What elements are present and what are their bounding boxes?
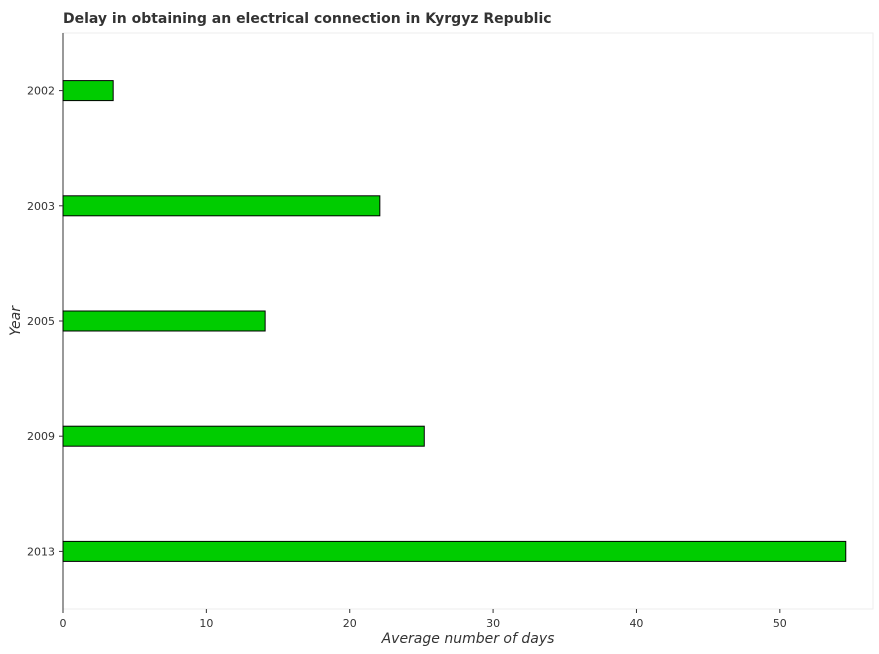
- x-axis-label: Average number of days: [381, 631, 555, 647]
- y-tick-label: 2003: [27, 200, 55, 213]
- x-tick-label: 20: [343, 617, 357, 630]
- y-axis-label: Year: [8, 305, 24, 336]
- x-tick-label: 30: [486, 617, 500, 630]
- bar-2009: [62, 425, 425, 447]
- chart-title: Delay in obtaining an electrical connect…: [63, 11, 552, 27]
- x-tick-label: 50: [773, 617, 787, 630]
- bar-2002: [62, 80, 114, 102]
- y-ticks-layer: 2002 2003 2005 2009 2013: [27, 85, 63, 558]
- bar-2003: [62, 195, 381, 217]
- x-tick-label: 0: [60, 617, 67, 630]
- x-ticks-layer: 0 10 20 30 40 50: [60, 609, 787, 630]
- y-tick-label: 2009: [27, 430, 55, 443]
- x-tick-label: 10: [199, 617, 213, 630]
- y-tick-label: 2002: [27, 85, 55, 98]
- x-tick-label: 40: [629, 617, 643, 630]
- bar-2005: [62, 310, 266, 332]
- bar-2013: [62, 540, 847, 562]
- y-tick-label: 2005: [27, 315, 55, 328]
- bars-layer: [62, 80, 847, 562]
- y-tick-label: 2013: [27, 545, 55, 558]
